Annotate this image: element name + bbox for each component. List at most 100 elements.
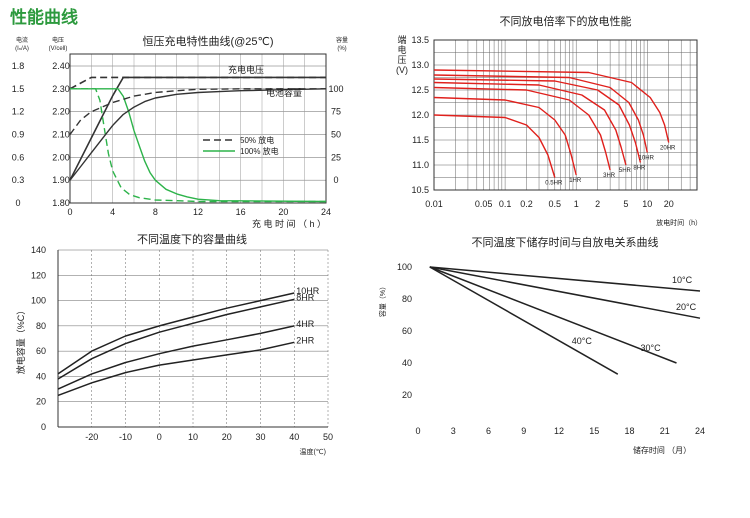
chart3-x-tick-label: -10 bbox=[119, 432, 132, 442]
chart3-y-tick-label: 140 bbox=[31, 245, 46, 255]
chart1-voltage-tick-label: 2.00 bbox=[52, 152, 70, 162]
chart1-x-tick-label: 16 bbox=[236, 207, 246, 217]
chart1-series-current-dashed bbox=[70, 88, 326, 203]
chart2-series-10hr bbox=[433, 74, 648, 153]
chart1-voltage-tick-label: 2.10 bbox=[52, 130, 70, 140]
chart1-legend-label-dashed: 50% 放电 bbox=[240, 135, 274, 145]
chart2-x-tick-label: 5 bbox=[623, 199, 628, 209]
chart3-y-tick-label: 60 bbox=[36, 346, 46, 356]
chart3-series-label: 2HR bbox=[296, 335, 315, 345]
chart1-capacity-tick-label: 25 bbox=[331, 152, 341, 162]
chart2-title: 不同放电倍率下的放电性能 bbox=[500, 14, 632, 28]
chart2-series-0-5hr bbox=[433, 114, 556, 178]
chart1-voltage-tick-label: 2.40 bbox=[52, 61, 70, 71]
chart2-series-label: 10HR bbox=[639, 156, 655, 162]
chart1-current-tick-label: 0 bbox=[15, 198, 20, 208]
chart1-capacity-tick-label: 75 bbox=[331, 107, 341, 117]
chart4-series-10-c bbox=[429, 266, 701, 292]
chart2-y-tick-label: 10.5 bbox=[411, 185, 429, 195]
chart2-series-8hr bbox=[433, 78, 642, 163]
chart2-series-label: 3HR bbox=[603, 173, 616, 179]
chart4-x-axis-label: 储存时间 （月） bbox=[633, 445, 691, 455]
chart1-capacity-tick-label: 50 bbox=[331, 130, 341, 140]
chart2-y-axis-label: 端 bbox=[397, 34, 406, 45]
chart2-x-tick-label: 0.2 bbox=[520, 199, 533, 209]
chart4-title: 不同温度下储存时间与自放电关系曲线 bbox=[472, 235, 659, 249]
chart4-x-tick-label: 18 bbox=[624, 426, 634, 436]
chart4-series-label: 20°C bbox=[676, 302, 697, 312]
chart1-x-tick-label: 20 bbox=[278, 207, 288, 217]
chart1-annotation-voltage: 充电电压 bbox=[228, 64, 264, 75]
chart2-series-label: 20HR bbox=[660, 146, 676, 152]
chart1-x-axis-label: 充 电 时 间 （ h ） bbox=[252, 218, 326, 229]
chart4-x-tick-label: 9 bbox=[521, 426, 526, 436]
chart1-current-tick-label: 0.3 bbox=[12, 175, 25, 185]
chart4-x-tick-label: 24 bbox=[695, 426, 705, 436]
chart3-y-axis-label: 放电容量（%C） bbox=[15, 306, 26, 375]
chart3-x-tick-label: 40 bbox=[289, 432, 299, 442]
chart1-series-voltage-solid bbox=[69, 76, 326, 181]
chart4-y-tick-label: 60 bbox=[402, 326, 412, 336]
chart2-x-tick-label: 20 bbox=[664, 199, 674, 209]
chart3-y-tick-label: 20 bbox=[36, 397, 46, 407]
chart4-series-label: 40°C bbox=[572, 336, 593, 346]
chart3-y-tick-label: 120 bbox=[31, 270, 46, 280]
chart1-series-capacity-solid bbox=[69, 88, 327, 181]
chart1-series-capacity-dashed bbox=[69, 88, 326, 135]
chart3-x-tick-label: -20 bbox=[85, 432, 98, 442]
chart4-series-40-c bbox=[429, 266, 619, 375]
chart2-y-axis-label: 电 bbox=[397, 44, 406, 55]
chart1-current-axis-label: 电流 bbox=[16, 36, 28, 44]
chart1-voltage-axis-label: 电压 bbox=[52, 36, 64, 44]
chart1-current-tick-label: 1.2 bbox=[12, 107, 25, 117]
chart4-series-label: 10°C bbox=[672, 275, 693, 285]
chart2-x-tick-label: 2 bbox=[595, 199, 600, 209]
chart1-voltage-tick-label: 2.20 bbox=[52, 107, 70, 117]
chart2-series-label: 0.5HR bbox=[545, 181, 563, 187]
chart4-x-tick-label: 21 bbox=[660, 426, 670, 436]
chart3-title: 不同温度下的容量曲线 bbox=[137, 232, 247, 246]
chart1-x-tick-label: 12 bbox=[193, 207, 203, 217]
chart1-voltage-tick-label: 1.90 bbox=[52, 175, 70, 185]
chart2-series-1hr bbox=[433, 96, 577, 176]
chart2-x-axis-label: 放电时间（h） bbox=[656, 218, 702, 227]
chart3-x-tick-label: 50 bbox=[323, 432, 333, 442]
chart4-x-tick-label: 3 bbox=[451, 426, 456, 436]
chart2-series-label: 8HR bbox=[633, 166, 646, 172]
chart3-x-axis-label: 温度(℃) bbox=[299, 447, 326, 456]
chart4-y-tick-label: 100 bbox=[397, 262, 412, 272]
chart2-series-label: 1HR bbox=[569, 178, 582, 184]
chart1-voltage-tick-label: 2.30 bbox=[52, 84, 70, 94]
chart2-series-20hr bbox=[433, 69, 670, 143]
chart3-x-tick-label: 0 bbox=[157, 432, 162, 442]
chart2-y-tick-label: 12.0 bbox=[411, 110, 429, 120]
chart3-series-label: 10HR bbox=[296, 286, 320, 296]
chart4-y-tick-label: 80 bbox=[402, 294, 412, 304]
chart3-series-2hr bbox=[57, 341, 295, 397]
chart2-series-label: 5HR bbox=[619, 168, 632, 174]
chart2-y-tick-label: 13.0 bbox=[411, 60, 429, 70]
chart3-y-tick-label: 0 bbox=[41, 422, 46, 432]
chart1-legend-label-solid: 100% 放电 bbox=[240, 146, 279, 156]
chart4-x-tick-label: 15 bbox=[589, 426, 599, 436]
chart3-y-tick-label: 80 bbox=[36, 321, 46, 331]
chart3-series-label: 4HR bbox=[296, 319, 315, 329]
chart2-x-tick-label: 0.5 bbox=[549, 199, 562, 209]
chart2-y-tick-label: 11.0 bbox=[412, 160, 429, 170]
chart2-x-tick-label: 0.05 bbox=[475, 199, 493, 209]
chart1-x-tick-label: 4 bbox=[110, 207, 115, 217]
chart3-x-tick-label: 10 bbox=[188, 432, 198, 442]
chart1-current-axis-label: (Iₙ/A) bbox=[15, 46, 29, 52]
chart1-capacity-tick-label: 0 bbox=[333, 175, 338, 185]
chart3-y-tick-label: 100 bbox=[31, 296, 46, 306]
chart4-series-label: 30°C bbox=[641, 343, 662, 353]
chart3-series-4hr bbox=[57, 325, 295, 390]
chart2-y-tick-label: 13.5 bbox=[411, 35, 429, 45]
chart4-series-30-c bbox=[429, 266, 677, 364]
chart3-series-8hr bbox=[57, 298, 295, 380]
chart4-y-tick-label: 20 bbox=[402, 390, 412, 400]
chart1-voltage-tick-label: 1.80 bbox=[52, 198, 70, 208]
chart1-current-tick-label: 1.8 bbox=[12, 61, 25, 71]
chart4-x-tick-label: 0 bbox=[415, 426, 420, 436]
